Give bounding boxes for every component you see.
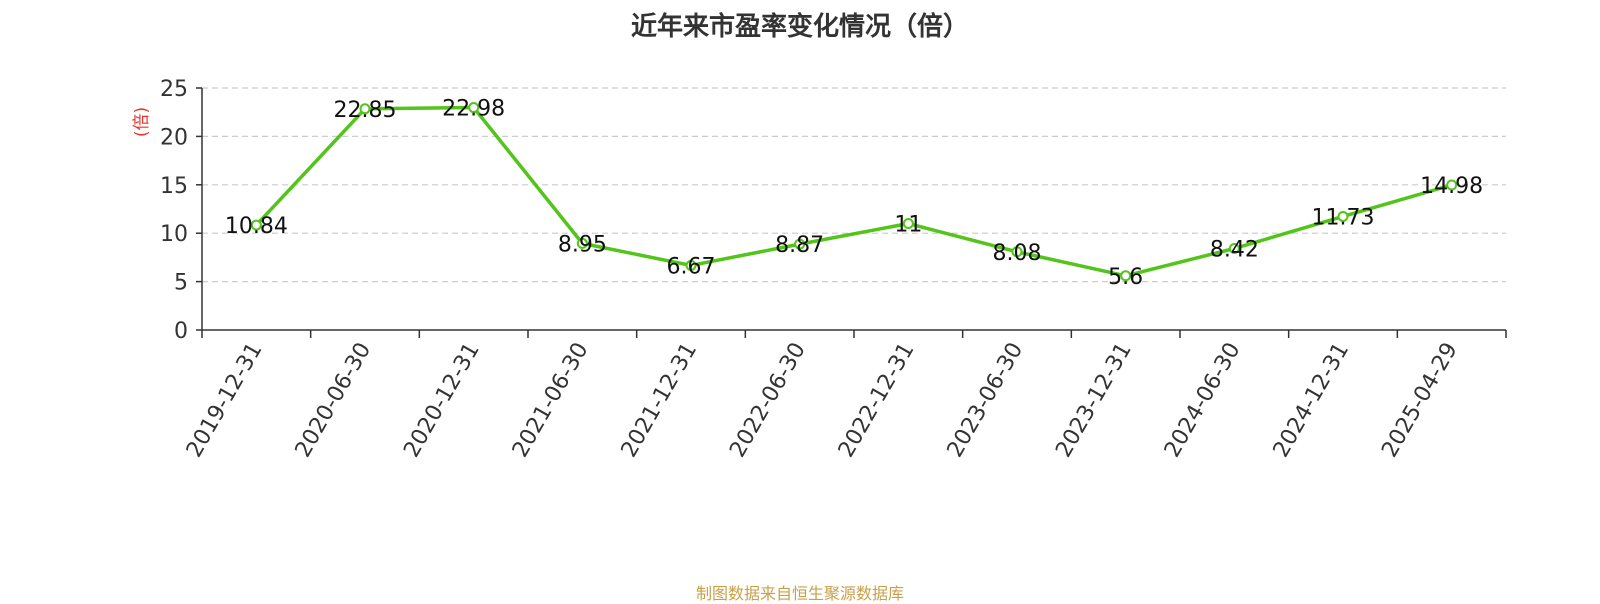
data-label: 22.85: [334, 98, 397, 123]
grid-layer: [202, 87, 1506, 283]
data-label: 5.6: [1108, 265, 1143, 290]
x-tick-label: 2025-04-29: [1377, 339, 1463, 462]
chart-title: 近年来市盈率变化情况（倍）: [630, 12, 969, 42]
y-tick-label: 0: [174, 319, 188, 344]
data-label: 14.98: [1420, 174, 1483, 199]
x-tick-label: 2020-06-30: [291, 339, 377, 462]
data-point: [1337, 210, 1349, 222]
data-point: [250, 219, 262, 231]
data-point: [1011, 246, 1023, 258]
y-tick-label: 15: [160, 174, 188, 199]
x-tick-label: 2019-12-31: [182, 339, 268, 462]
data-point: [685, 259, 697, 271]
data-label: 8.95: [558, 232, 607, 257]
x-tick-label: 2023-06-30: [943, 339, 1029, 462]
data-point: [794, 238, 806, 250]
data-label: 22.98: [442, 97, 505, 122]
label-layer: 10.84 22.85 22.98 8.95 6.67 8.87 11 8.08 5.6 8.42…: [225, 97, 1483, 290]
y-tick-label: 10: [160, 222, 188, 247]
data-point: [902, 218, 914, 230]
x-tick-label: 2020-12-31: [399, 339, 485, 462]
axis-layer: 0 5 10 15 20 25 (倍) 2019-12-31 2020-06-30 2020-12…: [132, 77, 1507, 462]
series-layer: [250, 102, 1458, 282]
x-tick-label: 2023-12-31: [1051, 339, 1137, 462]
y-axis-title: (倍): [132, 107, 152, 137]
data-point: [468, 102, 480, 114]
series-line: [255, 105, 1453, 278]
y-tick-label: 5: [174, 271, 188, 296]
data-label: 8.87: [775, 233, 824, 258]
data-point: [359, 103, 371, 115]
data-label: 6.67: [667, 254, 716, 279]
data-label: 11: [894, 213, 922, 238]
y-tick-label: 25: [160, 77, 188, 102]
data-point: [576, 237, 588, 249]
data-point: [1120, 270, 1132, 282]
x-tick-label: 2021-12-31: [617, 339, 703, 462]
y-tick-label: 20: [160, 125, 188, 150]
x-tick-label: 2021-06-30: [508, 339, 594, 462]
data-label: 11.73: [1312, 205, 1375, 230]
data-point: [1446, 179, 1458, 191]
x-tick-label: 2022-12-31: [834, 339, 920, 462]
data-label: 10.84: [225, 214, 288, 239]
x-tick-label: 2024-12-31: [1269, 339, 1355, 462]
x-tick-label: 2024-06-30: [1160, 339, 1246, 462]
data-label: 8.42: [1210, 237, 1259, 262]
source-note: 制图数据来自恒生聚源数据库: [695, 584, 904, 603]
x-tick-label: 2022-06-30: [725, 339, 811, 462]
data-point: [1228, 242, 1240, 254]
data-label: 8.08: [993, 241, 1042, 266]
